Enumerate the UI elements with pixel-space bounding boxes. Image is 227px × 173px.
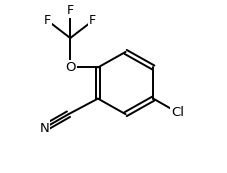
Text: Cl: Cl [171, 106, 184, 119]
Text: F: F [44, 14, 51, 27]
Text: F: F [89, 14, 96, 27]
Text: O: O [65, 61, 76, 74]
Text: F: F [67, 4, 74, 17]
Text: N: N [39, 121, 49, 135]
